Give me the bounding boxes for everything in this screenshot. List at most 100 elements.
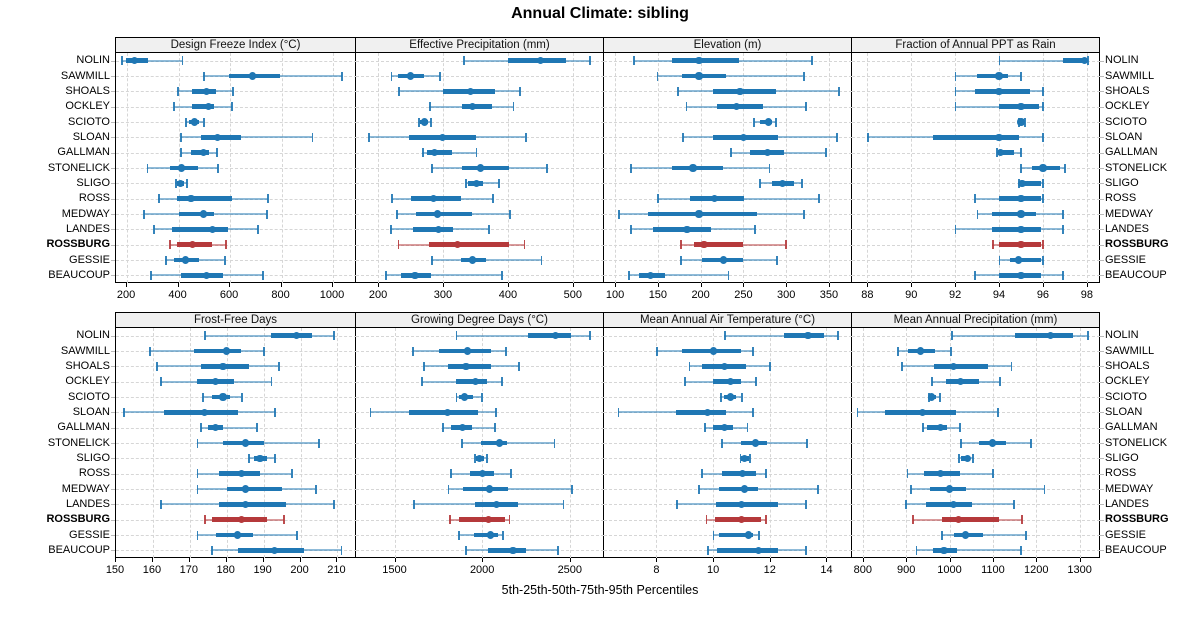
axis-tick [786, 283, 788, 287]
row-gridline [604, 473, 852, 475]
row-gridline [604, 427, 852, 429]
axis-tick-label: 600 [219, 289, 239, 301]
row-tick-stub [111, 351, 115, 352]
row-gridline [116, 260, 357, 261]
row-gridline [356, 473, 604, 475]
row-gridline [852, 198, 1100, 200]
site-label-right: GALLMAN [1105, 146, 1158, 159]
row-gridline [604, 458, 852, 460]
axis-tick-label: 88 [861, 289, 874, 301]
site-label-left: ROSSBURG [46, 513, 110, 526]
axis-tick [262, 558, 264, 562]
row-gridline [116, 335, 357, 337]
axis-tick [657, 283, 659, 287]
row-gridline [356, 535, 604, 536]
row-gridline [604, 183, 852, 185]
axis-tick [862, 558, 864, 562]
row-gridline [604, 335, 852, 337]
row-gridline [604, 397, 852, 398]
row-gridline [604, 214, 852, 215]
row-gridline [604, 412, 852, 414]
row-gridline [852, 519, 1100, 521]
panel-mean-annual-precipitation-mm [852, 328, 1100, 558]
site-label-left: GESSIE [69, 253, 110, 266]
row-gridline [604, 198, 852, 200]
row-tick-stub [1100, 137, 1104, 139]
row-gridline [852, 168, 1100, 169]
site-label-left: LANDES [65, 497, 110, 510]
row-gridline [356, 106, 604, 108]
row-tick-stub [111, 458, 115, 460]
row-gridline [116, 412, 357, 414]
axis-tick [826, 558, 828, 562]
row-tick-stub [111, 198, 115, 200]
row-tick-stub [111, 244, 115, 246]
row-gridline [356, 397, 604, 398]
site-label-left: LANDES [65, 222, 110, 235]
axis-tick-label: 400 [498, 289, 518, 301]
axis-tick-label: 98 [1080, 289, 1093, 301]
row-tick-stub [111, 214, 115, 215]
axis-tick [336, 558, 338, 562]
row-gridline [852, 137, 1100, 139]
site-label-right: NOLIN [1105, 329, 1139, 342]
site-label-right: SAWMILL [1105, 344, 1155, 357]
row-gridline [356, 91, 604, 93]
row-gridline [852, 152, 1100, 154]
row-gridline [604, 168, 852, 169]
row-gridline [604, 91, 852, 93]
site-label-left: SHOALS [65, 359, 110, 372]
row-tick-stub [1100, 489, 1104, 490]
row-tick-stub [1100, 427, 1104, 429]
axis-tick [569, 558, 571, 562]
row-tick-stub [111, 106, 115, 108]
site-label-right: SCIOTO [1105, 115, 1147, 128]
row-tick-stub [1100, 535, 1104, 536]
row-tick-stub [111, 260, 115, 261]
chart-title: Annual Climate: sibling [511, 5, 689, 22]
row-gridline [116, 137, 357, 139]
axis-tick [225, 558, 227, 562]
axis-tick [911, 283, 913, 287]
site-label-left: GESSIE [69, 528, 110, 541]
row-gridline [604, 275, 852, 277]
axis-tick-label: 400 [168, 289, 187, 301]
row-tick-stub [111, 519, 115, 521]
site-label-right: SLOAN [1105, 130, 1143, 143]
strip-elevation-m: Elevation (m) [604, 37, 852, 53]
site-label-left: BEAUCOUP [48, 268, 110, 281]
axis-tick [1086, 283, 1088, 287]
axis-tick-label: 10 [706, 564, 720, 576]
site-label-right: LANDES [1105, 497, 1150, 510]
row-gridline [356, 366, 604, 368]
row-gridline [356, 427, 604, 429]
axis-tick-label: 350 [819, 289, 839, 301]
axis-tick-label: 190 [253, 564, 272, 576]
row-gridline [852, 351, 1100, 352]
site-label-left: SCIOTO [68, 115, 110, 128]
axis-tick [482, 558, 484, 562]
row-tick-stub [111, 473, 115, 475]
row-tick-stub [111, 366, 115, 368]
axis-tick [992, 558, 994, 562]
panel-design-freeze-index-c [115, 53, 357, 283]
row-gridline [852, 443, 1100, 444]
axis-tick [700, 283, 702, 287]
row-tick-stub [111, 229, 115, 231]
axis-tick-label: 500 [563, 289, 582, 301]
row-gridline [116, 183, 357, 185]
site-label-right: OCKLEY [1105, 375, 1150, 388]
row-tick-stub [111, 381, 115, 383]
row-gridline [852, 535, 1100, 536]
row-gridline [356, 122, 604, 123]
row-gridline [356, 214, 604, 215]
row-tick-stub [1100, 214, 1104, 215]
strip-frost-free-days: Frost-Free Days [115, 312, 356, 328]
row-gridline [356, 489, 604, 490]
row-tick-stub [111, 60, 115, 62]
row-tick-stub [111, 76, 115, 77]
row-tick-stub [1100, 168, 1104, 169]
axis-tick [188, 558, 190, 562]
row-tick-stub [1100, 458, 1104, 460]
row-tick-stub [111, 412, 115, 414]
